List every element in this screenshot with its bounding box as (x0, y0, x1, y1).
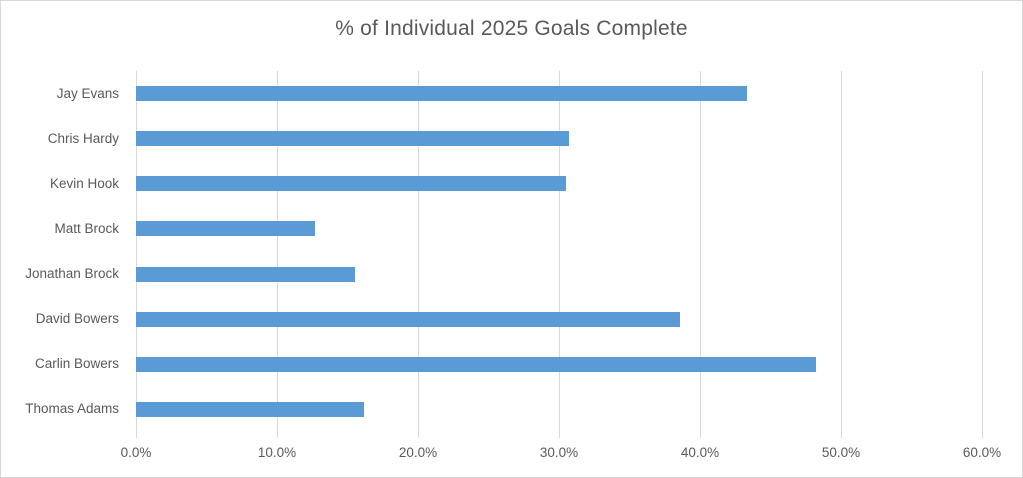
bar-carlin-bowers (136, 356, 816, 372)
bar-matt-brock (136, 221, 316, 237)
value-axis-tick-label: 40.0% (680, 445, 720, 460)
category-axis-label: Matt Brock (54, 220, 119, 236)
value-axis-tick-label: 0.0% (120, 445, 152, 460)
category-axis-label: Carlin Bowers (34, 356, 119, 372)
axis-tick-mark (136, 432, 137, 438)
bar-david-bowers (136, 311, 681, 327)
axis-tick-mark (982, 432, 983, 438)
category-axis-label: Chris Hardy (47, 130, 119, 146)
bar-kevin-hook (136, 176, 567, 192)
value-axis-line (136, 71, 137, 432)
gridline (417, 71, 419, 432)
gridline (276, 71, 278, 432)
value-axis-tick-label: 30.0% (539, 445, 579, 460)
category-axis-label: Jay Evans (56, 85, 119, 101)
value-axis-tick-label: 50.0% (821, 445, 861, 460)
bar-chris-hardy (136, 131, 569, 147)
gridline (841, 71, 842, 432)
bar-jonathan-brock (136, 266, 355, 282)
category-axis-label: David Bowers (35, 311, 119, 327)
value-axis-tick-label: 60.0% (962, 445, 1002, 460)
bar-jay-evans (136, 86, 747, 102)
axis-tick-mark (417, 432, 419, 438)
value-axis-tick-label: 10.0% (257, 445, 297, 460)
gridline (699, 71, 701, 432)
axis-tick-mark (276, 432, 278, 438)
plot-area (136, 71, 983, 438)
category-axis-label: Kevin Hook (49, 175, 119, 191)
gridline (982, 71, 983, 432)
bar-thomas-adams (136, 401, 365, 417)
axis-tick-mark (699, 432, 701, 438)
axis-tick-mark (559, 432, 560, 438)
category-axis-label: Jonathan Brock (25, 266, 119, 282)
chart-title: % of Individual 2025 Goals Complete (335, 17, 688, 40)
gridline (559, 71, 560, 432)
value-axis-tick-label: 20.0% (398, 445, 438, 460)
category-axis-label: Thomas Adams (25, 401, 119, 417)
axis-tick-mark (841, 432, 842, 438)
